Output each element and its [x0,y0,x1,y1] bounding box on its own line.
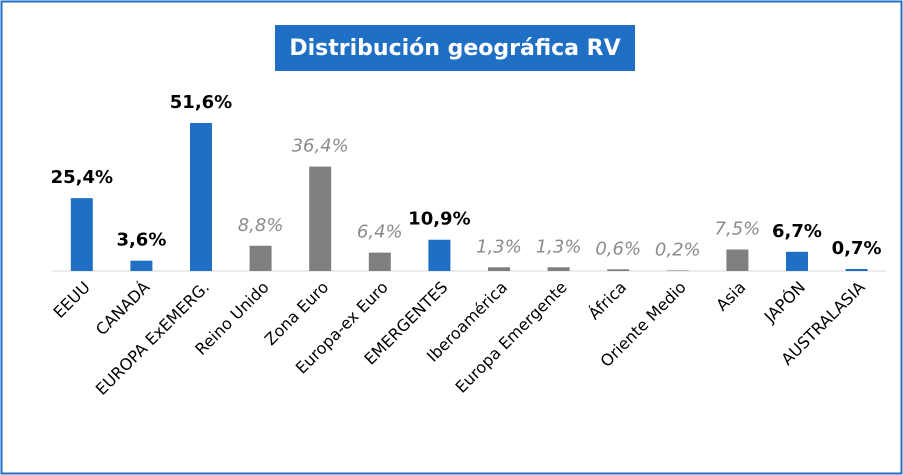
bar [845,268,868,271]
value-label: 3,6% [116,230,166,251]
bar [190,123,212,271]
bar [309,166,332,271]
title-box [275,25,635,71]
chart-title: Distribución geográfica RV [289,36,620,61]
bar [130,260,153,271]
value-label: 25,4% [51,167,113,188]
value-label: 0,7% [832,238,882,259]
value-label: 0,6% [595,238,641,259]
value-label: 7,5% [715,218,761,239]
bar [666,270,689,271]
value-label: 6,7% [772,221,822,242]
bar [428,239,451,271]
bar [547,267,570,271]
bar [368,252,391,271]
value-label: 8,8% [238,215,284,236]
bar [786,251,808,271]
bar [488,267,510,271]
value-label: 1,3% [536,236,582,257]
bar [249,245,272,271]
value-label: 10,9% [408,209,470,230]
value-label: 1,3% [476,236,522,257]
bar [70,198,93,271]
bar [607,269,630,271]
value-label: 36,4% [292,136,349,157]
value-label: 6,4% [357,222,403,243]
value-label: 51,6% [170,92,232,113]
value-label: 0,2% [655,239,701,260]
bar [726,249,749,271]
